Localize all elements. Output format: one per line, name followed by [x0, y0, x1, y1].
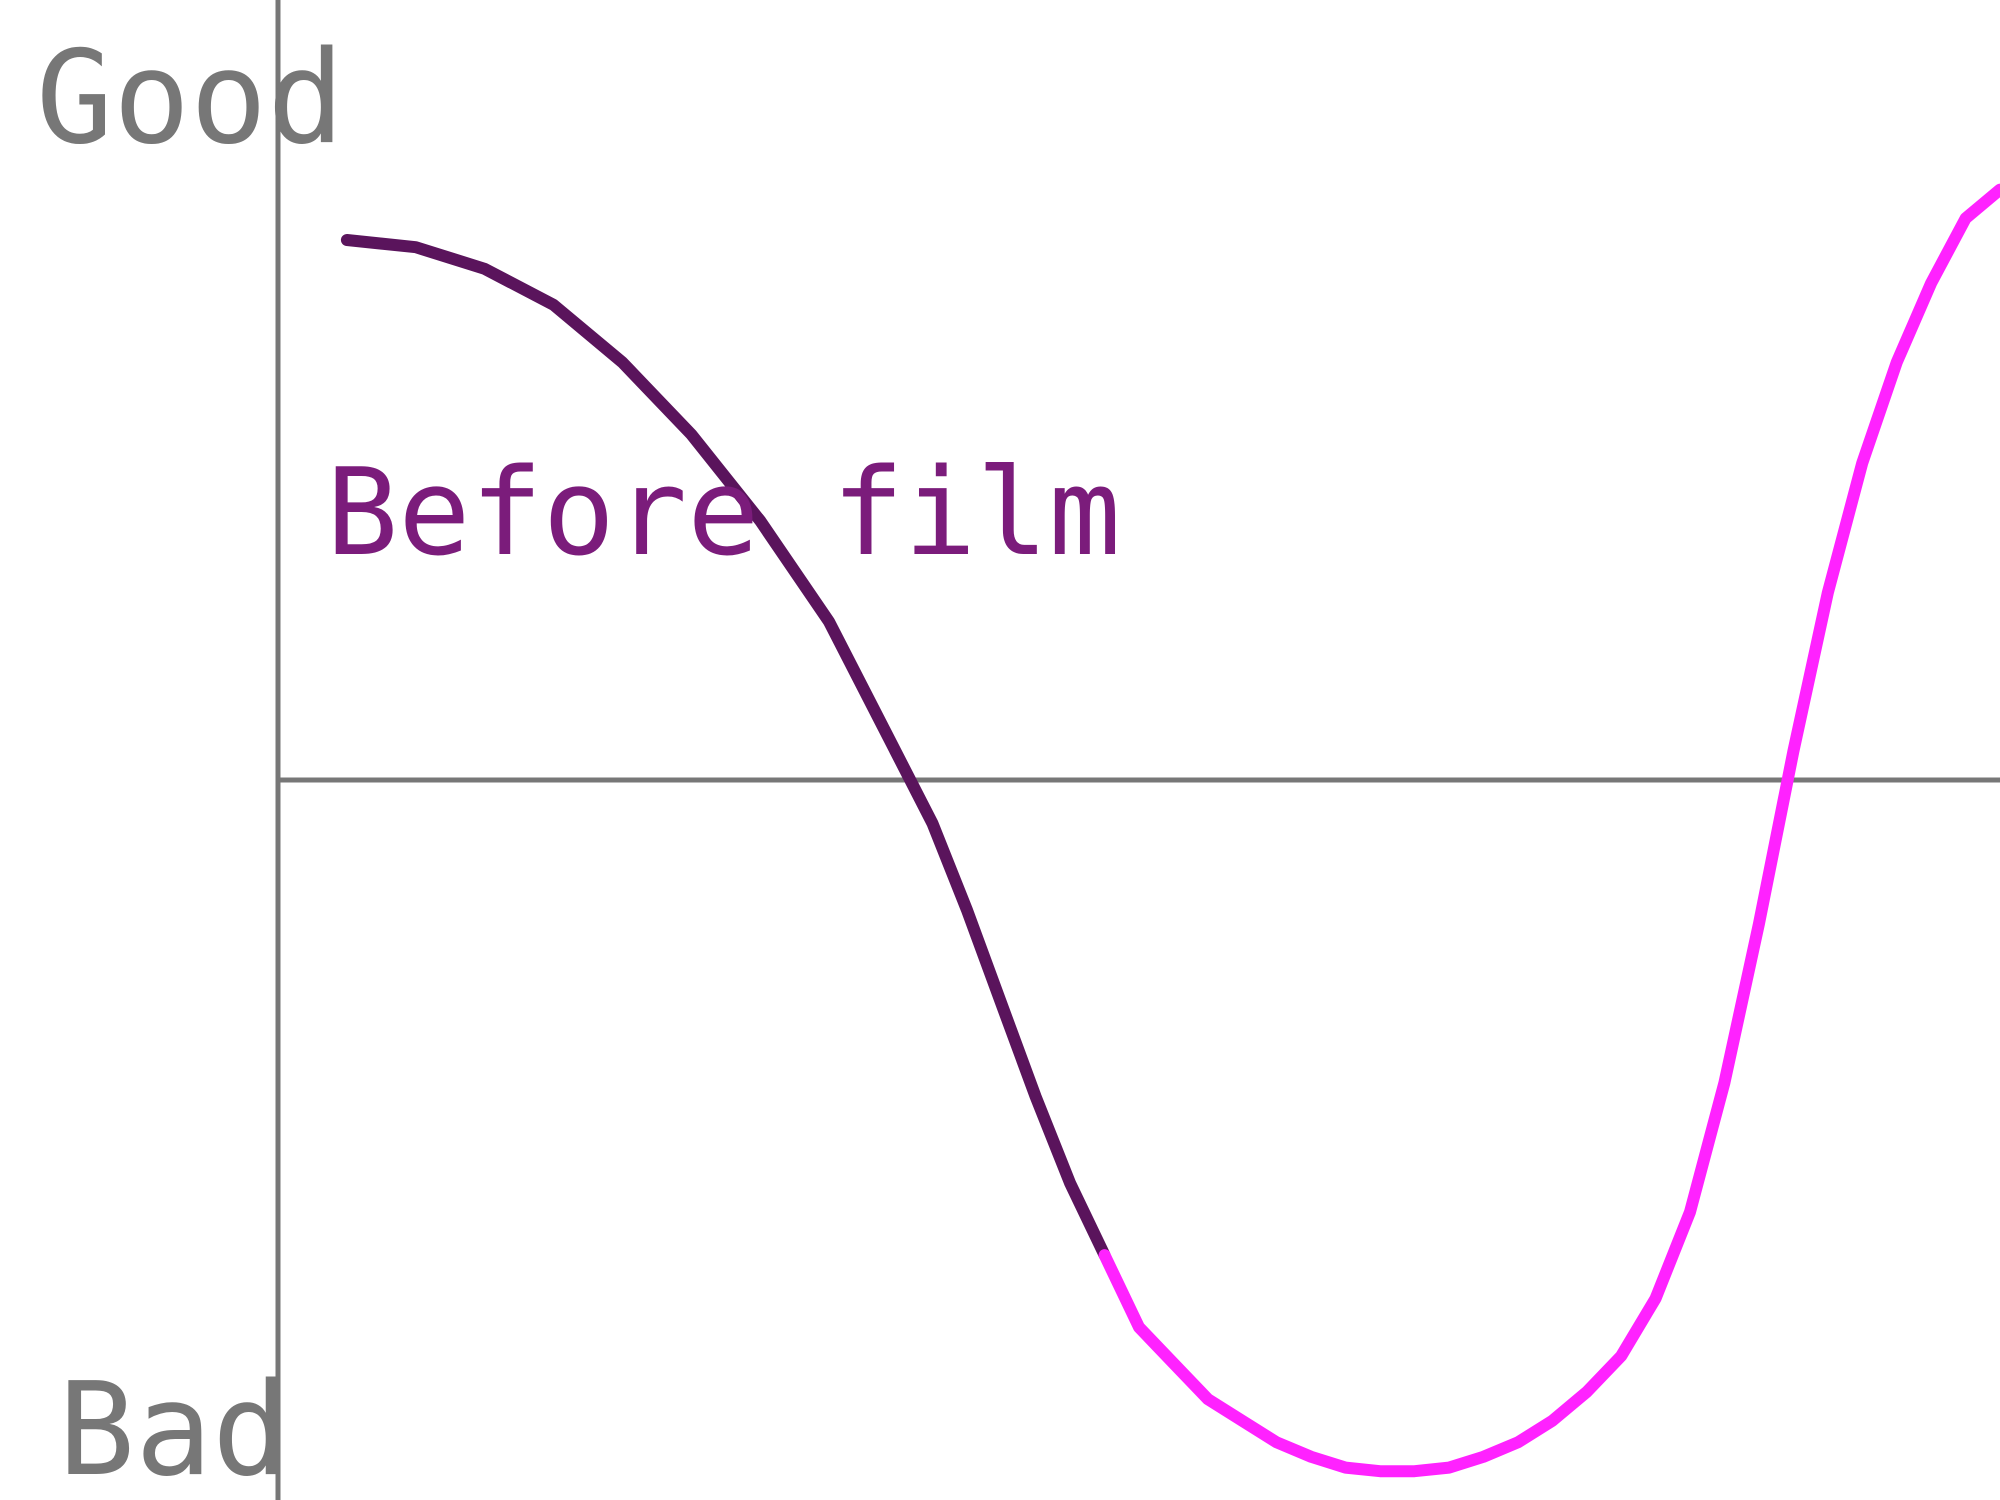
after-film-series-line [1098, 183, 2000, 1478]
before-film-annotation: Before film [326, 444, 1121, 583]
y-axis-top-label: Good [36, 24, 344, 173]
before-film-series-line [340, 234, 1111, 1262]
y-axis-bottom-label: Bad [58, 1356, 289, 1500]
